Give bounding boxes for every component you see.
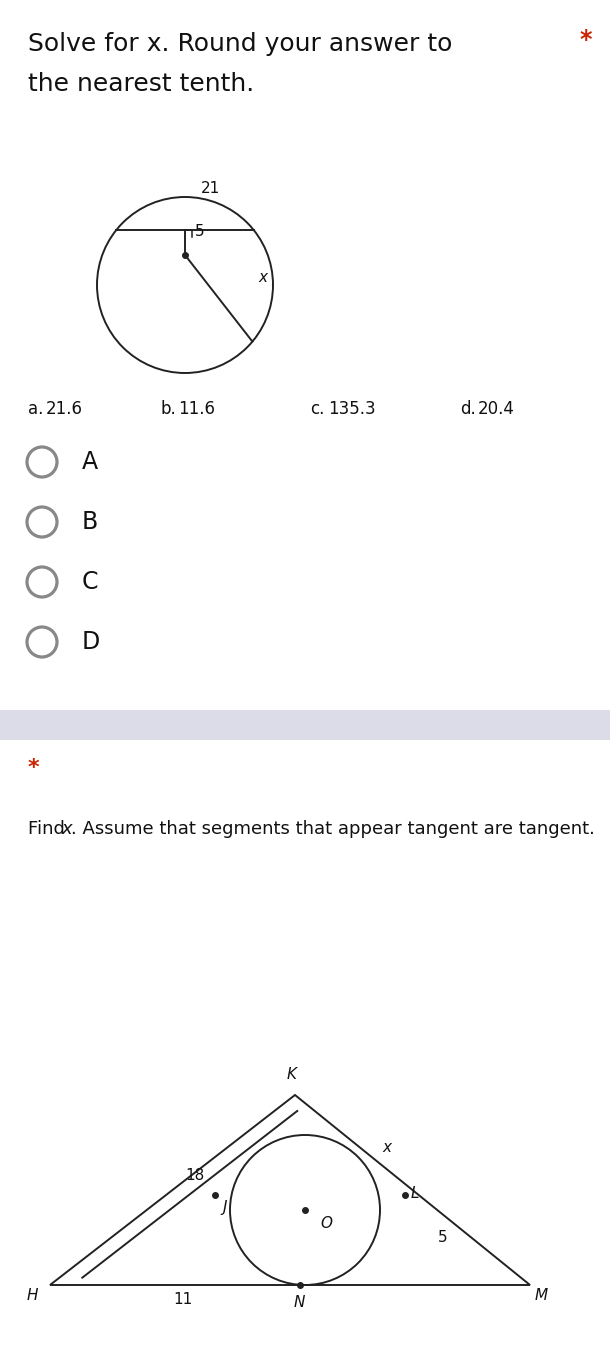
Text: d.: d. <box>460 401 476 418</box>
Bar <box>0 710 610 741</box>
Text: 11: 11 <box>173 1292 193 1307</box>
Text: *: * <box>580 28 592 53</box>
Text: Solve for x. Round your answer to: Solve for x. Round your answer to <box>28 32 453 57</box>
Text: H: H <box>26 1288 38 1303</box>
Text: the nearest tenth.: the nearest tenth. <box>28 71 254 96</box>
Text: A: A <box>82 451 98 473</box>
Text: x: x <box>258 270 267 285</box>
Text: O: O <box>320 1215 332 1232</box>
Text: *: * <box>28 758 40 778</box>
Text: K: K <box>287 1067 297 1082</box>
Text: 20.4: 20.4 <box>478 401 515 418</box>
Text: J: J <box>222 1201 226 1215</box>
Text: x: x <box>382 1140 391 1156</box>
Text: 21: 21 <box>200 181 220 196</box>
Text: C: C <box>82 571 98 594</box>
Text: 5: 5 <box>438 1230 448 1245</box>
Text: c.: c. <box>310 401 325 418</box>
Text: . Assume that segments that appear tangent are tangent.: . Assume that segments that appear tange… <box>71 820 595 838</box>
Text: B: B <box>82 510 98 534</box>
Text: D: D <box>82 630 100 654</box>
Text: b.: b. <box>160 401 176 418</box>
Text: x: x <box>61 820 71 838</box>
Text: a.: a. <box>28 401 43 418</box>
Text: 11.6: 11.6 <box>178 401 215 418</box>
Text: 21.6: 21.6 <box>46 401 83 418</box>
Text: L: L <box>411 1186 420 1201</box>
Text: 135.3: 135.3 <box>328 401 376 418</box>
Text: Find: Find <box>28 820 71 838</box>
Text: 5: 5 <box>195 224 205 240</box>
Text: 18: 18 <box>186 1167 205 1183</box>
Text: M: M <box>535 1288 548 1303</box>
Text: N: N <box>293 1295 304 1310</box>
